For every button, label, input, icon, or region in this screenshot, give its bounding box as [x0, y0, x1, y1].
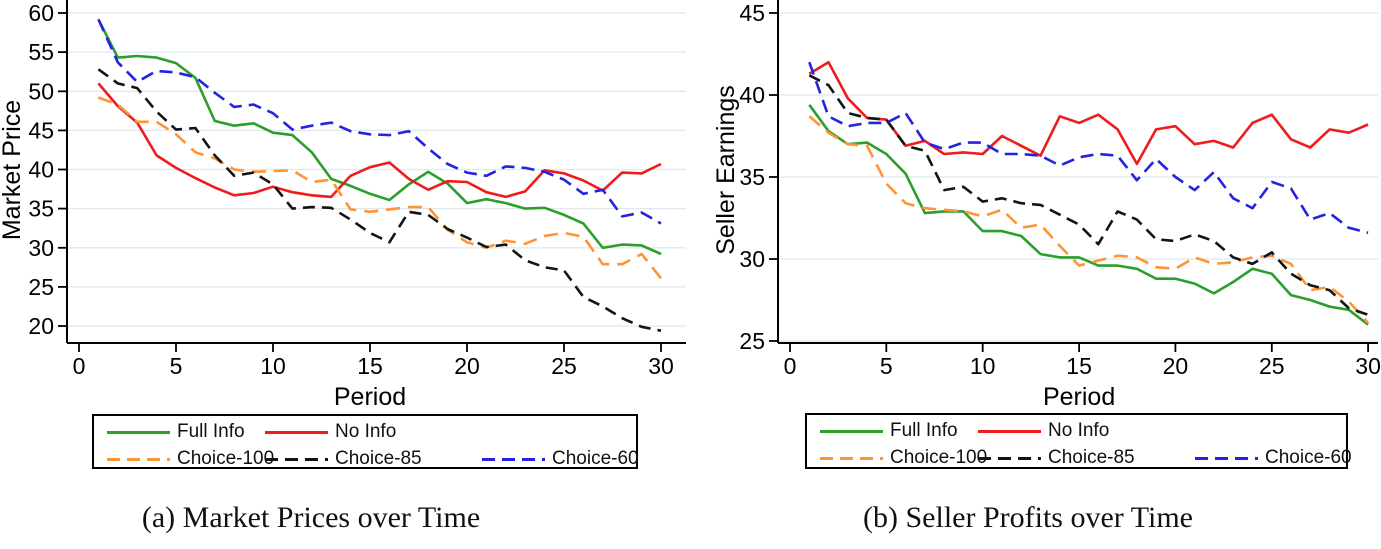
legend-item-choice-60: Choice-60	[482, 448, 639, 470]
series-line-choice-85	[97, 68, 662, 332]
legend-swatch-no-info	[265, 430, 328, 434]
x-tick-label: 10	[260, 353, 286, 379]
legend-panel-a: Full Info No Info Choice-100 Choice-85 Choic…	[92, 414, 639, 470]
series-line-no-info	[97, 82, 662, 199]
x-tick-label: 25	[1259, 353, 1285, 379]
y-tick-label: 20	[28, 313, 54, 339]
legend-item-choice-60: Choice-60	[1195, 447, 1352, 469]
series-line-choice-100	[808, 115, 1370, 324]
series-line-full-info	[808, 104, 1369, 326]
legend-label-full-info: Full Info	[890, 420, 958, 441]
y-tick-label: 30	[739, 246, 765, 272]
x-tick-label: 5	[880, 353, 893, 379]
x-tick-label: 15	[1066, 353, 1092, 379]
legend-item-choice-85: Choice-85	[978, 447, 1135, 469]
legend-panel-b: Full Info No Info Choice-100 Choice-85 Choic…	[805, 413, 1352, 469]
legend-swatch-choice-60	[1195, 456, 1258, 460]
y-tick-label: 35	[28, 196, 54, 222]
legend-label-full-info: Full Info	[177, 421, 245, 442]
legend-item-choice-100: Choice-100	[820, 447, 987, 469]
x-axis-title: Period	[334, 383, 406, 410]
y-axis-title: Market Price	[0, 100, 26, 240]
y-tick-label: 35	[739, 164, 765, 190]
legend-label-choice-60: Choice-60	[1265, 447, 1352, 468]
legend-swatch-choice-85	[265, 457, 328, 461]
x-tick-label: 30	[648, 353, 674, 379]
legend-item-choice-100: Choice-100	[107, 448, 274, 470]
y-axis-title: Seller Earnings	[712, 85, 740, 255]
legend-label-choice-100: Choice-100	[890, 447, 988, 468]
y-tick-label: 55	[28, 39, 54, 65]
y-tick-label: 60	[28, 0, 54, 26]
x-tick-label: 0	[73, 353, 86, 379]
series-line-choice-60	[808, 61, 1369, 235]
legend-item-choice-85: Choice-85	[265, 448, 422, 470]
x-axis-title: Period	[1043, 383, 1115, 410]
y-tick-label: 30	[28, 235, 54, 261]
x-tick-label: 0	[784, 353, 797, 379]
series-line-no-info	[808, 60, 1369, 166]
series-line-full-info	[97, 18, 662, 256]
y-tick-label: 25	[28, 274, 54, 300]
series-line-choice-60	[97, 18, 662, 225]
legend-item-no-info: No Info	[265, 421, 396, 443]
legend-label-choice-85: Choice-85	[1048, 447, 1135, 468]
x-tick-label: 5	[170, 353, 183, 379]
legend-swatch-full-info	[107, 430, 170, 434]
y-tick-label: 45	[739, 0, 765, 26]
x-tick-label: 20	[1163, 353, 1189, 379]
seller-earnings-chart: 25 30 35 40 45 0 5 10 15 20 25 30 Period Seller Earni…	[712, 0, 1381, 410]
y-tick-label: 50	[28, 78, 54, 104]
x-tick-label: 30	[1355, 353, 1381, 379]
x-tick-label: 10	[970, 353, 996, 379]
caption-panel-b: (b) Seller Profits over Time	[863, 501, 1193, 534]
x-tick-label: 25	[551, 353, 577, 379]
legend-swatch-choice-85	[978, 456, 1041, 460]
legend-swatch-choice-100	[107, 457, 170, 461]
legend-label-no-info: No Info	[1048, 420, 1110, 441]
y-tick-label: 45	[28, 117, 54, 143]
legend-item-no-info: No Info	[978, 420, 1109, 442]
y-tick-label: 40	[28, 157, 54, 183]
legend-swatch-full-info	[820, 429, 883, 433]
legend-swatch-choice-60	[482, 457, 545, 461]
x-tick-label: 20	[454, 353, 480, 379]
legend-item-full-info: Full Info	[820, 420, 958, 442]
series-line-choice-85	[808, 74, 1369, 317]
legend-label-choice-100: Choice-100	[177, 448, 275, 469]
series-line-choice-100	[97, 96, 663, 280]
x-tick-label: 15	[357, 353, 383, 379]
legend-label-choice-85: Choice-85	[335, 448, 422, 469]
market-price-chart: 20 25 30 35 40 45 50 55 60 0 5 10 15 20 25 30 Period Mark…	[0, 0, 686, 410]
legend-swatch-no-info	[978, 429, 1041, 433]
y-tick-label: 40	[739, 82, 765, 108]
legend-item-full-info: Full Info	[107, 421, 245, 443]
legend-swatch-choice-100	[820, 456, 883, 460]
y-tick-label: 25	[739, 328, 765, 354]
legend-label-no-info: No Info	[335, 421, 397, 442]
legend-label-choice-60: Choice-60	[552, 448, 639, 469]
caption-panel-a: (a) Market Prices over Time	[141, 501, 481, 534]
